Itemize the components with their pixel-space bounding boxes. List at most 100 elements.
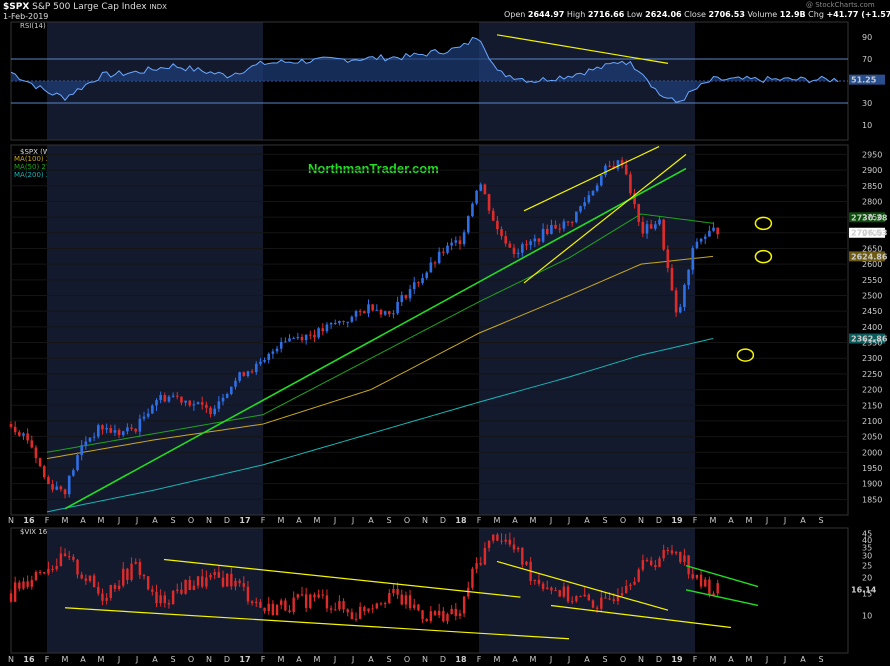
price-candle-body [80, 445, 83, 456]
price-candle-body [658, 219, 661, 225]
x-month-label: M [314, 655, 321, 664]
close-value: 2706.53 [708, 10, 745, 19]
x-month-label: S [818, 655, 823, 664]
price-candle-body [491, 210, 495, 221]
price-candle-body [325, 324, 329, 332]
price-candle-body [674, 290, 678, 313]
price-candle-body [404, 295, 408, 299]
vix-bar-body [292, 597, 295, 613]
vix-bar-body [579, 596, 582, 598]
vix-bar-body [238, 580, 241, 584]
price-candle-body [254, 363, 258, 373]
symbol: $SPX [3, 2, 30, 12]
year-shade [47, 145, 263, 515]
price-candle-body [483, 184, 487, 195]
x-month-label: F [261, 655, 266, 664]
price-candle-body [109, 428, 113, 433]
vix-bar-body [105, 597, 108, 601]
price-candle-body [712, 227, 715, 231]
vix-wedge-top [685, 564, 759, 588]
x-month-label: J [549, 516, 552, 525]
price-candle-body [155, 400, 158, 406]
vix-bar-body [392, 588, 395, 594]
x-month-label: A [152, 516, 158, 525]
price-candle-body [383, 311, 387, 315]
x-month-label: D [440, 516, 446, 525]
vix-bar-body [483, 547, 487, 565]
vix-bar-body [317, 594, 320, 598]
vix-bar-body [221, 577, 225, 587]
price-candle-body [487, 194, 491, 211]
vix-bar-body [346, 609, 349, 613]
price-tick-label: 2000 [862, 448, 882, 457]
vix-bar-body [230, 573, 233, 587]
vix-bar-body [541, 583, 545, 589]
price-candle-body [142, 416, 146, 419]
price-candle-body [429, 262, 433, 273]
x-month-label: M [530, 516, 537, 525]
price-candle-body [121, 431, 125, 436]
price-candle-body [516, 252, 520, 254]
x-month-label: A [728, 655, 734, 664]
vix-bar-body [383, 603, 387, 605]
price-candle-body [304, 334, 308, 341]
vix-bar-body [712, 593, 715, 596]
price-candle-body [504, 236, 507, 244]
brand-label: NorthmanTrader.com [308, 161, 439, 176]
vix-bar-body [47, 568, 50, 574]
vix-bar-body [450, 608, 453, 615]
vix-bar-body [342, 601, 345, 610]
vix-tick-label: 35 [862, 543, 872, 552]
price-candle-body [309, 334, 312, 336]
price-candle-body [113, 430, 117, 433]
price-candle-body [633, 193, 636, 205]
x-month-label: N [8, 655, 14, 664]
price-tick-label: 2300 [862, 354, 882, 363]
price-candle-body [462, 232, 466, 245]
price-candle-body [333, 322, 337, 324]
vix-trendline-upper [163, 558, 521, 598]
price-candle-body [521, 244, 524, 253]
vix-bar-body [18, 582, 21, 589]
vix-bar-body [637, 569, 640, 582]
quote-line: Open 2644.97 High 2716.66 Low 2624.06 Cl… [504, 10, 890, 19]
tag-ma200: 2362.86 [851, 335, 888, 344]
vix-bar-body [113, 584, 117, 589]
x-month-label: M [314, 516, 321, 525]
price-candle-body [446, 245, 449, 253]
price-candle-body [408, 289, 412, 299]
vix-bar-body [641, 560, 645, 570]
price-candle-body [392, 313, 395, 315]
x-month-label: J [135, 516, 138, 525]
price-candle-body [271, 351, 275, 354]
price-candle-body [84, 441, 88, 446]
price-candle-body [604, 165, 607, 176]
vix-bar-body [612, 599, 615, 602]
x-month-label: D [224, 655, 230, 664]
price-candle-body [454, 240, 458, 243]
price-candle-body [126, 427, 129, 432]
price-candle-body [151, 405, 154, 414]
x-month-label: O [620, 516, 626, 525]
vix-bar-body [201, 576, 204, 587]
vix-bar-body [225, 573, 229, 587]
price-candle-body [624, 164, 628, 175]
x-month-label: J [333, 516, 336, 525]
vix-bar-body [679, 551, 682, 563]
vix-bar-body [88, 575, 92, 581]
rsi-tick-label: 90 [862, 33, 872, 42]
price-candle-body [146, 413, 150, 417]
vix-bar-body [354, 618, 358, 620]
vix-bar-body [591, 600, 595, 608]
price-candle-body [267, 353, 271, 361]
price-candle-body [421, 278, 424, 284]
tag-ma200-bg [849, 333, 885, 344]
price-candle-body [188, 400, 192, 406]
vix-bar-body [176, 589, 179, 591]
price-candle-body [200, 402, 204, 405]
vix-bar-body [367, 608, 370, 612]
ma-line-MA200 [46, 338, 714, 513]
price-candle-body [329, 323, 333, 325]
x-month-label: D [224, 516, 230, 525]
